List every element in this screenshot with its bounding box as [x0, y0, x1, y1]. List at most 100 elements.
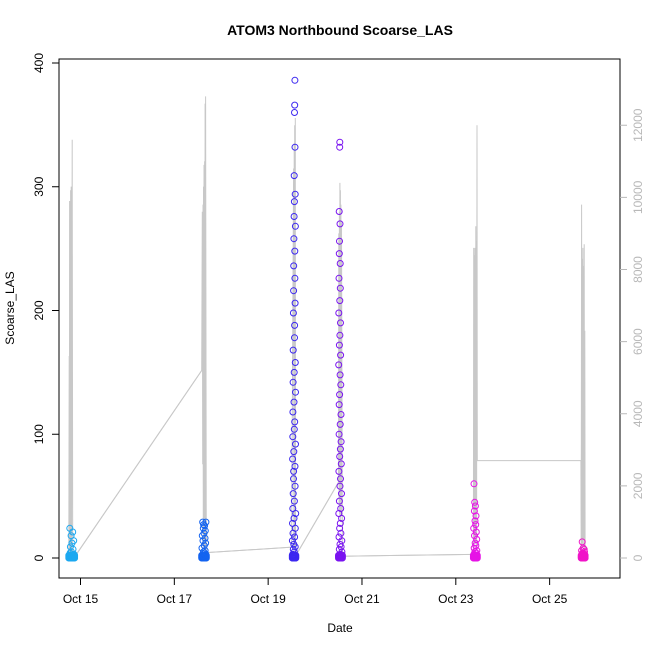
data-point: [338, 552, 346, 559]
data-point: [472, 512, 480, 520]
y2-tick-label: 0: [631, 554, 645, 561]
x-axis-label: Date: [327, 621, 353, 635]
data-point: [65, 553, 73, 561]
data-point: [471, 502, 479, 510]
y-tick-label: 300: [32, 176, 46, 196]
data-point: [289, 346, 297, 354]
data-point: [335, 274, 343, 282]
data-point: [291, 462, 299, 470]
points-layer: [65, 76, 589, 562]
data-point: [335, 497, 343, 505]
data-point: [290, 475, 297, 483]
data-point: [337, 411, 345, 418]
data-point: [335, 361, 343, 369]
data-point: [201, 553, 209, 561]
data-point: [472, 521, 480, 529]
data-point: [336, 143, 344, 151]
data-point: [577, 553, 585, 561]
data-point: [290, 553, 298, 561]
data-point: [291, 299, 299, 307]
series-5: [469, 480, 481, 562]
data-point: [291, 143, 299, 151]
data-point: [289, 505, 297, 512]
data-point: [289, 455, 297, 463]
data-point: [337, 529, 345, 537]
data-point: [69, 528, 77, 536]
y2-tick-label: 12000: [631, 108, 645, 142]
data-point: [581, 553, 589, 561]
data-point: [335, 430, 343, 438]
data-point: [470, 480, 478, 488]
connector-line: [296, 482, 339, 555]
y-tick-label: 400: [32, 53, 46, 73]
data-point: [335, 250, 343, 258]
data-point: [335, 208, 343, 215]
x-tick-label: Oct 25: [532, 592, 568, 606]
data-point: [338, 514, 346, 522]
data-point: [335, 341, 343, 349]
data-point: [290, 287, 298, 295]
y2-tick-label: 8000: [631, 256, 645, 283]
data-point: [290, 514, 298, 522]
y-tick-label: 100: [32, 424, 46, 444]
data-point: [289, 309, 297, 317]
data-point: [291, 274, 299, 282]
data-point: [336, 519, 344, 527]
chart-title: ATOM3 Northbound Scoarse_LAS: [227, 22, 453, 38]
data-point: [288, 537, 296, 545]
data-point: [336, 391, 344, 399]
y-tick-label: 0: [32, 554, 46, 561]
y2-tick-label: 6000: [631, 328, 645, 355]
data-point: [290, 262, 298, 270]
data-point: [290, 425, 298, 433]
data-point: [69, 553, 77, 561]
data-point: [337, 351, 345, 359]
data-point: [290, 467, 298, 475]
data-point: [336, 445, 344, 453]
data-point: [289, 529, 297, 537]
data-point: [291, 109, 298, 116]
data-point: [472, 553, 479, 561]
series-6: [577, 538, 589, 562]
data-point: [291, 533, 299, 541]
x-tick-label: Oct 17: [157, 592, 193, 606]
data-point: [335, 467, 343, 475]
y-axis-label: Scoarse_LAS: [3, 271, 17, 344]
data-point: [471, 498, 479, 506]
data-point: [338, 490, 345, 498]
data-point: [289, 433, 297, 441]
data-point: [199, 552, 207, 559]
x-axis: Oct 15 Oct 17 Oct 19 Oct 21 Oct 23 Oct 25: [63, 577, 568, 606]
data-point: [200, 521, 208, 529]
data-point: [471, 532, 478, 540]
data-point: [336, 138, 344, 146]
data-point: [289, 408, 297, 416]
data-point: [471, 517, 479, 525]
series-1: [65, 524, 79, 562]
y-tick-label: 200: [32, 300, 46, 320]
connector-line: [74, 370, 203, 558]
y2-tick-label: 10000: [631, 180, 645, 214]
data-point: [291, 552, 299, 559]
x-tick-label: Oct 21: [344, 592, 380, 606]
data-point: [336, 297, 344, 305]
y-axis-right: 0 2000 4000 6000 8000 10000 12000: [620, 108, 645, 561]
data-point: [291, 190, 299, 198]
data-point: [291, 334, 298, 342]
series-4: [335, 138, 346, 562]
data-point: [336, 237, 343, 245]
data-point: [335, 553, 343, 561]
data-point: [337, 438, 345, 446]
data-point: [336, 453, 344, 460]
series-3: [288, 76, 300, 562]
data-point: [290, 448, 298, 456]
data-point: [337, 460, 345, 468]
data-point: [336, 524, 344, 532]
data-point: [336, 284, 344, 292]
data-point: [291, 321, 299, 329]
data-point: [337, 381, 345, 389]
data-point: [289, 378, 297, 386]
data-point: [292, 440, 299, 448]
data-point: [290, 497, 298, 505]
